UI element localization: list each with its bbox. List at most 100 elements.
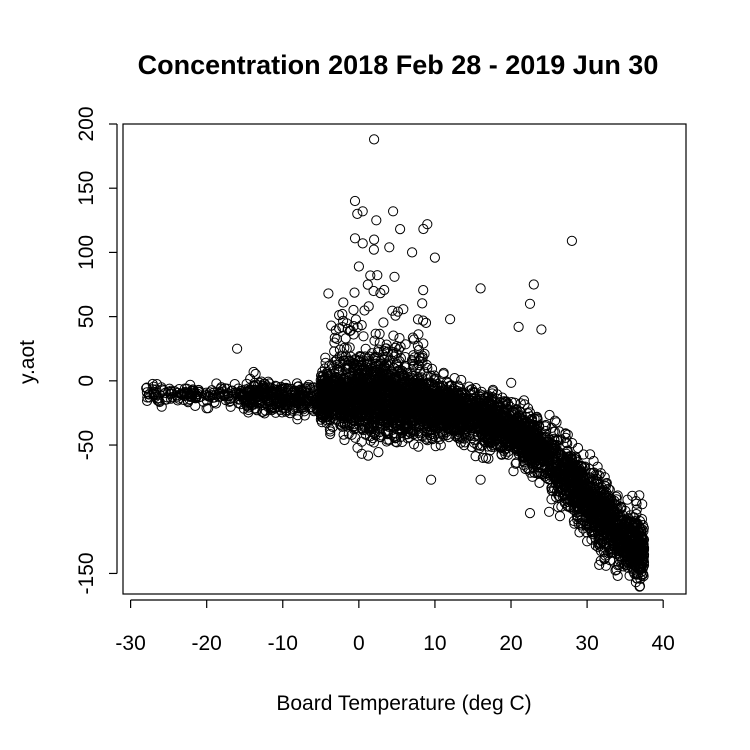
data-point	[480, 430, 491, 441]
data-point	[507, 426, 518, 437]
data-point	[539, 449, 550, 460]
data-point	[456, 374, 467, 386]
data-point	[438, 367, 449, 378]
data-point	[252, 396, 264, 407]
data-point	[567, 438, 578, 449]
data-point	[363, 424, 374, 435]
data-point	[422, 435, 433, 446]
data-point	[477, 452, 488, 463]
data-point	[355, 360, 366, 371]
data-point	[388, 431, 399, 443]
data-point	[276, 398, 287, 409]
data-point	[454, 427, 465, 438]
plot-frame	[122, 123, 687, 595]
data-point	[381, 369, 392, 380]
data-point	[241, 378, 252, 389]
data-point	[389, 271, 400, 282]
data-point	[399, 422, 410, 433]
data-point	[363, 301, 374, 312]
data-point	[405, 427, 416, 439]
data-point	[630, 496, 642, 507]
data-point	[223, 391, 234, 402]
data-point	[334, 310, 345, 321]
data-point	[213, 388, 224, 400]
data-point	[486, 436, 497, 447]
data-point	[430, 441, 441, 452]
data-point	[370, 328, 381, 339]
data-point	[265, 403, 276, 414]
data-point	[417, 427, 428, 438]
data-point	[330, 325, 341, 336]
data-point	[610, 543, 621, 554]
data-point	[248, 366, 259, 378]
data-point	[438, 430, 449, 441]
data-point	[556, 501, 567, 512]
data-point	[417, 431, 428, 442]
data-point	[344, 342, 355, 353]
data-point	[362, 279, 373, 290]
data-point	[585, 467, 596, 479]
data-point	[544, 450, 556, 461]
data-point	[577, 472, 589, 483]
data-point	[570, 451, 581, 462]
data-point	[418, 338, 429, 349]
data-point	[179, 390, 190, 402]
data-point	[590, 497, 602, 508]
data-point	[442, 376, 453, 387]
data-point	[392, 306, 404, 317]
data-point	[267, 402, 278, 413]
data-point	[506, 377, 517, 388]
data-point	[467, 420, 478, 431]
data-point	[369, 335, 380, 346]
data-point	[534, 443, 545, 454]
data-point	[333, 404, 345, 415]
data-point	[320, 412, 331, 423]
data-point	[382, 351, 393, 362]
data-point	[356, 320, 367, 331]
data-point	[368, 244, 379, 255]
data-point	[311, 394, 322, 405]
data-point	[428, 426, 439, 438]
data-point	[379, 284, 390, 296]
data-point	[431, 392, 442, 403]
data-point	[251, 405, 263, 416]
data-point	[508, 421, 519, 432]
data-point	[420, 317, 432, 328]
data-point	[341, 405, 352, 417]
data-point	[475, 440, 486, 451]
data-point	[302, 381, 313, 393]
data-point	[552, 461, 563, 472]
data-point	[429, 370, 440, 381]
data-point	[166, 386, 177, 397]
data-point	[549, 433, 560, 444]
data-point	[248, 380, 259, 391]
data-point	[309, 382, 320, 393]
data-point	[467, 428, 478, 439]
data-point	[418, 315, 429, 326]
data-point	[612, 570, 623, 582]
data-point	[394, 333, 405, 344]
data-point	[592, 470, 603, 481]
data-point	[426, 363, 438, 374]
data-point	[585, 449, 596, 460]
data-point	[388, 330, 399, 341]
data-point	[368, 285, 379, 297]
data-point	[365, 396, 376, 407]
data-point	[474, 443, 485, 454]
data-point	[400, 382, 411, 393]
data-point	[408, 439, 420, 450]
data-point	[206, 390, 217, 401]
data-point	[187, 384, 198, 395]
data-point	[393, 344, 404, 355]
data-point	[485, 438, 496, 449]
data-point	[381, 358, 392, 369]
data-point	[377, 363, 389, 375]
data-point	[379, 361, 391, 372]
data-point	[373, 447, 384, 458]
data-point	[549, 415, 561, 426]
data-point	[277, 388, 288, 399]
data-point	[562, 429, 573, 440]
data-point	[363, 450, 374, 461]
data-point	[317, 374, 328, 385]
